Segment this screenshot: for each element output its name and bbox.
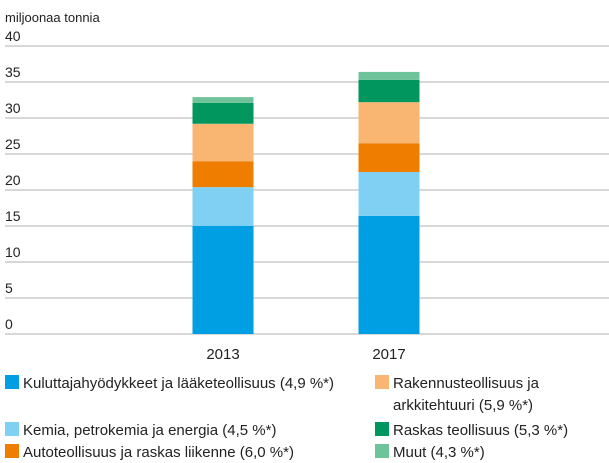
legend-swatch xyxy=(375,422,389,436)
legend-swatch xyxy=(5,444,19,458)
bar-segment xyxy=(192,97,254,103)
bar-segment xyxy=(358,102,420,144)
bar-segment xyxy=(358,143,420,172)
y-tick-label: 0 xyxy=(5,316,13,332)
bar-segment xyxy=(358,172,420,216)
x-tick-label: 2017 xyxy=(372,346,405,363)
bar-segment xyxy=(192,161,254,188)
y-tick-label: 5 xyxy=(5,280,13,296)
legend-item: Raskas teollisuus (5,3 %*) xyxy=(375,420,609,442)
bar-segment xyxy=(358,215,420,334)
y-tick-label: 35 xyxy=(5,64,21,80)
legend-swatch xyxy=(375,444,389,458)
legend-swatch xyxy=(5,375,19,389)
bar-segment xyxy=(192,123,254,162)
y-axis-label: miljoonaa tonnia xyxy=(5,10,100,25)
legend-item: Autoteollisuus ja raskas liikenne (6,0 %… xyxy=(5,442,365,463)
y-tick-label: 40 xyxy=(5,28,21,44)
legend-label: Raskas teollisuus (5,3 %*) xyxy=(393,422,569,439)
y-tick-label: 20 xyxy=(5,172,21,188)
legend-item: Kuluttajahyödykkeet ja lääketeollisuus (… xyxy=(5,373,370,395)
legend-swatch xyxy=(375,375,389,389)
legend-label: Muut (4,3 %*) xyxy=(393,444,485,461)
bar-segment xyxy=(192,102,254,124)
y-tick-label: 30 xyxy=(5,100,21,116)
legend-label: Kuluttajahyödykkeet ja lääketeollisuus (… xyxy=(23,375,335,392)
y-tick-label: 15 xyxy=(5,208,21,224)
bar-segment xyxy=(358,79,420,103)
bar-segment xyxy=(192,187,254,226)
legend-label: Autoteollisuus ja raskas liikenne (6,0 %… xyxy=(23,444,294,461)
legend-swatch xyxy=(5,422,19,436)
bar-segment xyxy=(192,226,254,334)
legend-item: Muut (4,3 %*) xyxy=(375,442,609,463)
y-tick-label: 10 xyxy=(5,244,21,260)
y-tick-label: 25 xyxy=(5,136,21,152)
legend-item: Rakennusteollisuus ja arkkitehtuuri (5,9… xyxy=(375,373,605,417)
x-tick-label: 2013 xyxy=(206,346,239,363)
legend-label: Kemia, petrokemia ja energia (4,5 %*) xyxy=(23,422,277,439)
bar-segment xyxy=(358,71,420,80)
legend-item: Kemia, petrokemia ja energia (4,5 %*) xyxy=(5,420,365,442)
legend-label: Rakennusteollisuus ja arkkitehtuuri (5,9… xyxy=(393,375,539,414)
